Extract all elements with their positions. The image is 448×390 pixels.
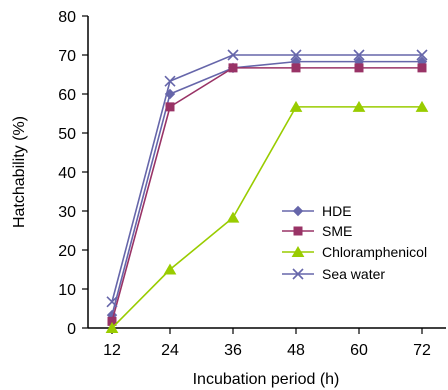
data-point-chloramphenicol bbox=[163, 263, 177, 275]
legend-item-hde: HDE bbox=[282, 203, 352, 219]
legend-marker-sea-water bbox=[292, 268, 304, 280]
data-point-chloramphenicol bbox=[289, 100, 303, 112]
data-point-sea-water bbox=[290, 49, 302, 61]
legend-item-sea-water: Sea water bbox=[282, 266, 385, 282]
legend-label-hde: HDE bbox=[322, 203, 352, 219]
y-tick-label: 40 bbox=[58, 165, 76, 182]
series-line-hde bbox=[111, 60, 422, 316]
legend-label-sme: SME bbox=[322, 223, 352, 239]
series-chloramphenicol bbox=[105, 100, 429, 333]
y-tick-label: 60 bbox=[58, 87, 76, 104]
legend-label-chloramphenicol: Chloramphenicol bbox=[322, 244, 427, 260]
data-point-sea-water bbox=[106, 296, 118, 308]
data-point-sme bbox=[291, 63, 301, 73]
data-point-sea-water-stroke bbox=[164, 75, 176, 87]
x-tick-label: 24 bbox=[161, 342, 179, 359]
data-point-sme bbox=[417, 63, 427, 73]
legend-label-sea-water: Sea water bbox=[322, 266, 385, 282]
data-point-sea-water-stroke bbox=[416, 49, 428, 61]
axes bbox=[87, 16, 446, 329]
legend-marker-chloramphenicol bbox=[291, 246, 305, 257]
y-tick-label: 30 bbox=[58, 204, 76, 221]
x-axis-title: Incubation period (h) bbox=[193, 371, 340, 388]
legend-item-chloramphenicol: Chloramphenicol bbox=[282, 244, 427, 260]
series-sme bbox=[107, 63, 427, 326]
y-axis-title: Hatchability (%) bbox=[11, 116, 28, 228]
data-point-sea-water bbox=[164, 75, 176, 87]
data-point-sme bbox=[228, 63, 238, 73]
data-point-sea-water bbox=[416, 49, 428, 61]
data-point-sea-water bbox=[227, 49, 239, 61]
y-tick-label: 10 bbox=[58, 282, 76, 299]
data-point-chloramphenicol bbox=[415, 100, 429, 112]
legend-marker-sme bbox=[293, 226, 303, 236]
x-tick-label: 36 bbox=[224, 342, 242, 359]
data-point-chloramphenicol bbox=[226, 211, 240, 223]
data-point-sea-water-stroke bbox=[106, 296, 118, 308]
y-tick-label: 50 bbox=[58, 126, 76, 143]
x-tick-label: 48 bbox=[287, 342, 305, 359]
series-line-sea-water bbox=[111, 54, 422, 303]
y-tick-label: 20 bbox=[58, 243, 76, 260]
data-point-sea-water bbox=[353, 49, 365, 61]
series-layer bbox=[105, 49, 429, 333]
series-line-sme bbox=[111, 67, 422, 322]
data-point-sme bbox=[165, 102, 175, 112]
y-axis-ticks: 0 10 20 30 40 50 60 70 80 bbox=[58, 9, 88, 338]
series-sea-water bbox=[106, 49, 428, 308]
x-tick-label: 60 bbox=[350, 342, 368, 359]
y-tick-label: 0 bbox=[67, 321, 76, 338]
data-point-chloramphenicol bbox=[352, 100, 366, 112]
legend: HDE SME Chloramphenicol Sea water bbox=[282, 203, 427, 282]
legend-item-sme: SME bbox=[282, 223, 352, 239]
x-tick-label: 12 bbox=[103, 342, 121, 359]
data-point-sea-water-stroke bbox=[227, 49, 239, 61]
y-tick-label: 80 bbox=[58, 9, 76, 26]
data-point-sme bbox=[354, 63, 364, 73]
x-axis-ticks: 12 24 36 48 60 72 bbox=[103, 328, 431, 359]
data-point-sea-water-stroke bbox=[353, 49, 365, 61]
legend-marker-hde bbox=[292, 205, 304, 217]
y-tick-label: 70 bbox=[58, 48, 76, 65]
data-point-chloramphenicol bbox=[105, 322, 119, 333]
legend-marker-sea-water-stroke bbox=[292, 268, 304, 280]
data-point-sea-water-stroke bbox=[290, 49, 302, 61]
series-line-chloramphenicol bbox=[111, 106, 422, 329]
x-tick-label: 72 bbox=[413, 342, 431, 359]
